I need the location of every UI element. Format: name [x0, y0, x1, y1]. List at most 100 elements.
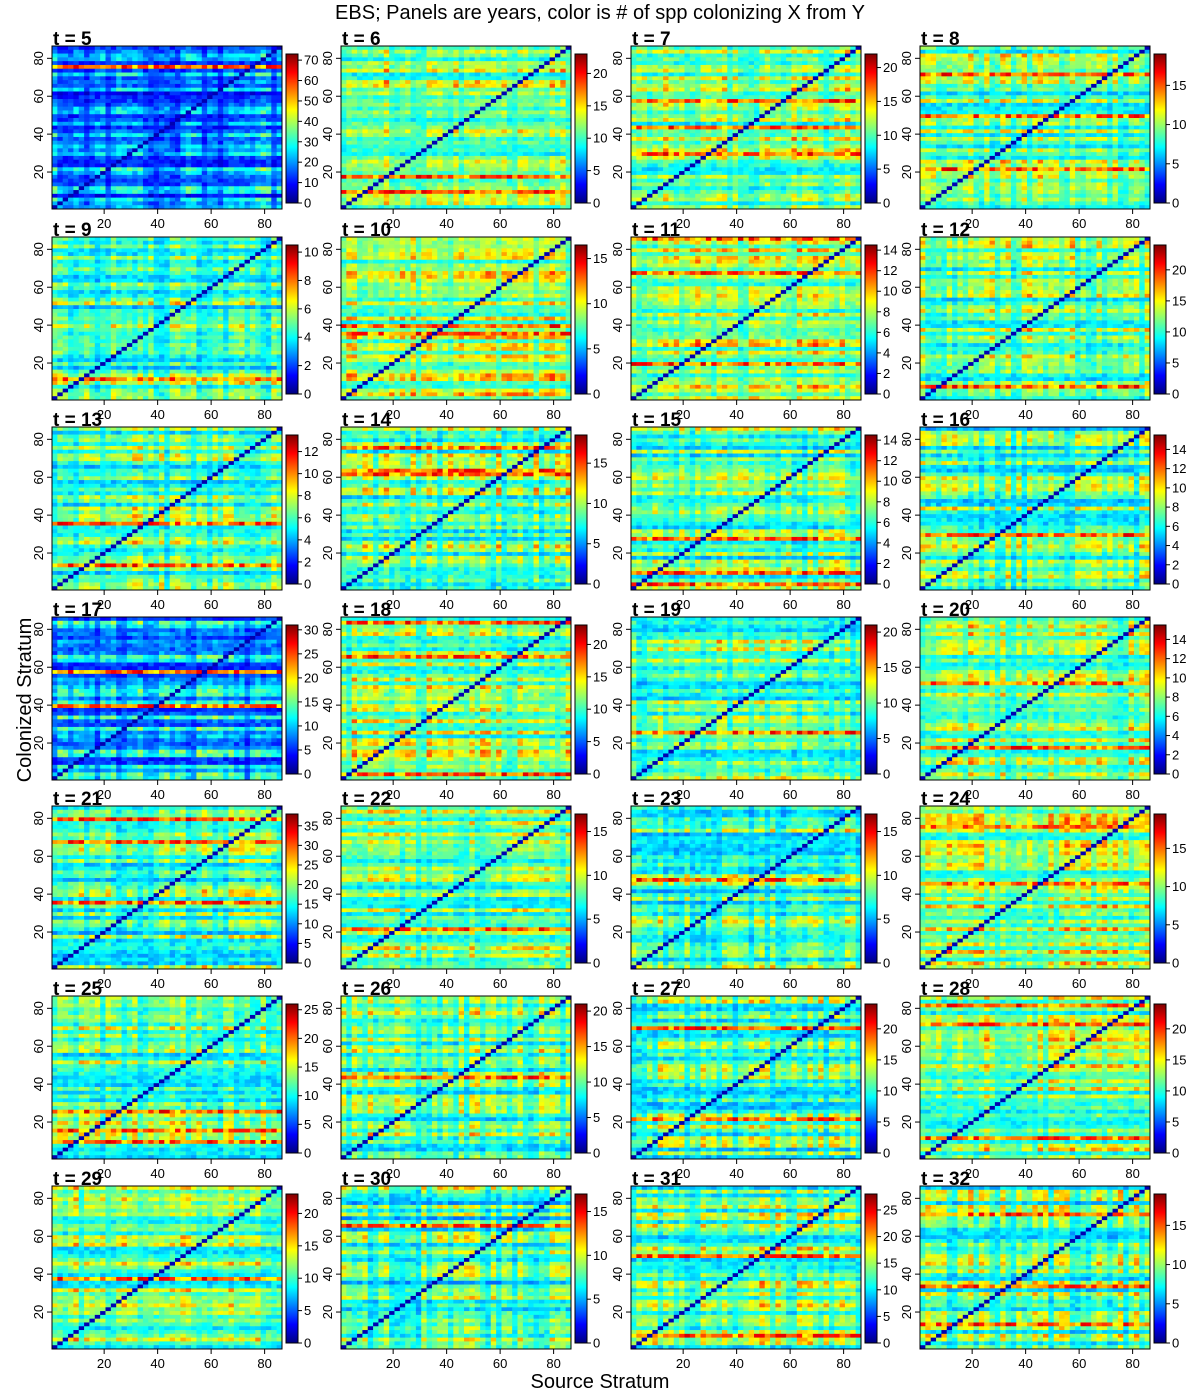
panel-frame — [630, 616, 862, 781]
colorbar-tick-label: 2 — [883, 556, 890, 571]
colorbar-tick-label: 10 — [593, 1075, 607, 1090]
y-tick-label: 20 — [31, 1305, 46, 1319]
y-tick-label: 40 — [320, 508, 335, 522]
panel-label: t = 16 — [921, 410, 970, 431]
y-tick-label: 60 — [610, 1229, 625, 1243]
x-tick-label: 40 — [439, 787, 453, 802]
x-tick-label: 60 — [204, 216, 218, 231]
colorbar — [285, 53, 299, 204]
panel-frame — [340, 805, 572, 970]
colorbar-tick-label: 5 — [883, 912, 890, 927]
colorbar-tick-label: 0 — [1172, 767, 1179, 782]
y-tick-label: 20 — [610, 1305, 625, 1319]
heatmap-cells — [631, 996, 862, 1160]
colorbar-tick-label: 0 — [1172, 1336, 1179, 1351]
panel-label: t = 6 — [342, 29, 381, 50]
y-tick-label: 40 — [31, 127, 46, 141]
heatmap-cells — [52, 237, 283, 401]
colorbar — [864, 434, 878, 585]
y-tick-label: 40 — [320, 318, 335, 332]
colorbar-tick-label: 15 — [304, 1238, 318, 1253]
x-tick-label: 80 — [546, 1166, 560, 1181]
x-tick-label: 40 — [729, 1166, 743, 1181]
y-tick-label: 60 — [899, 89, 914, 103]
y-tick-label: 60 — [610, 660, 625, 674]
x-tick-label: 80 — [836, 407, 850, 422]
y-tick-label: 40 — [899, 1077, 914, 1091]
x-tick-label: 60 — [493, 216, 507, 231]
colorbar — [574, 1003, 588, 1154]
x-tick-label: 60 — [204, 1356, 218, 1371]
colorbar-tick-label: 10 — [304, 1088, 318, 1103]
x-tick-label: 60 — [204, 787, 218, 802]
x-tick-label: 60 — [783, 597, 797, 612]
y-tick-label: 80 — [899, 811, 914, 825]
colorbar-tick-label: 10 — [883, 696, 897, 711]
colorbar-tick-label: 5 — [593, 734, 600, 749]
colorbar — [1153, 53, 1167, 204]
y-tick-label: 20 — [320, 736, 335, 750]
y-tick-label: 40 — [320, 698, 335, 712]
x-tick-label: 40 — [1018, 976, 1032, 991]
x-tick-label: 80 — [257, 407, 271, 422]
panel-frame — [340, 45, 572, 210]
y-tick-label: 20 — [899, 1305, 914, 1319]
colorbar-tick-label: 30 — [304, 134, 318, 149]
y-tick-label: 40 — [31, 318, 46, 332]
colorbar-tick-label: 6 — [883, 515, 890, 530]
colorbar-tick-label: 10 — [593, 868, 607, 883]
colorbar-tick-label: 10 — [1172, 879, 1186, 894]
x-tick-label: 20 — [386, 976, 400, 991]
colorbar-tick-label: 0 — [593, 767, 600, 782]
x-tick-label: 20 — [965, 597, 979, 612]
x-axis-label: Source Stratum — [0, 1371, 1200, 1394]
y-tick-label: 20 — [899, 356, 914, 370]
y-tick-label: 80 — [610, 1001, 625, 1015]
y-tick-label: 40 — [899, 127, 914, 141]
colorbar-tick-label: 0 — [304, 956, 311, 971]
colorbar-tick-label: 15 — [883, 660, 897, 675]
y-tick-label: 20 — [320, 356, 335, 370]
x-tick-label: 60 — [783, 216, 797, 231]
y-tick-label: 20 — [31, 165, 46, 179]
x-tick-label: 80 — [1125, 216, 1139, 231]
x-tick-label: 20 — [97, 1166, 111, 1181]
y-tick-label: 60 — [899, 1039, 914, 1053]
panel-label: t = 25 — [53, 979, 103, 1000]
x-tick-label: 80 — [1125, 407, 1139, 422]
colorbar-tick-label: 6 — [304, 510, 311, 525]
panel-t-8: t = 8 20 40 60 80 20 40 60 80 0 5 10 15 — [899, 29, 1186, 231]
panel-t-6: t = 6 20 40 60 80 20 40 60 80 0 5 10 15 20 — [320, 29, 607, 231]
panel-frame — [51, 45, 283, 210]
x-tick-label: 60 — [783, 407, 797, 422]
x-tick-label: 60 — [1072, 216, 1086, 231]
y-tick-label: 60 — [320, 470, 335, 484]
x-tick-label: 20 — [676, 597, 690, 612]
y-tick-label: 20 — [899, 546, 914, 560]
y-tick-label: 20 — [610, 356, 625, 370]
x-tick-label: 20 — [676, 976, 690, 991]
colorbar-tick-label: 15 — [593, 1039, 607, 1054]
x-tick-label: 20 — [97, 597, 111, 612]
y-tick-label: 40 — [610, 127, 625, 141]
colorbar-tick-label: 12 — [304, 444, 318, 459]
colorbar-tick-label: 10 — [883, 1083, 897, 1098]
panel-label: t = 32 — [921, 1169, 970, 1190]
colorbar-tick-label: 2 — [304, 358, 311, 373]
colorbar-tick-label: 8 — [1172, 690, 1179, 705]
colorbar-tick-label: 4 — [1172, 728, 1179, 743]
x-tick-label: 20 — [965, 1166, 979, 1181]
x-tick-label: 60 — [493, 407, 507, 422]
heatmap-cells — [341, 46, 572, 210]
colorbar-tick-label: 8 — [1172, 500, 1179, 515]
